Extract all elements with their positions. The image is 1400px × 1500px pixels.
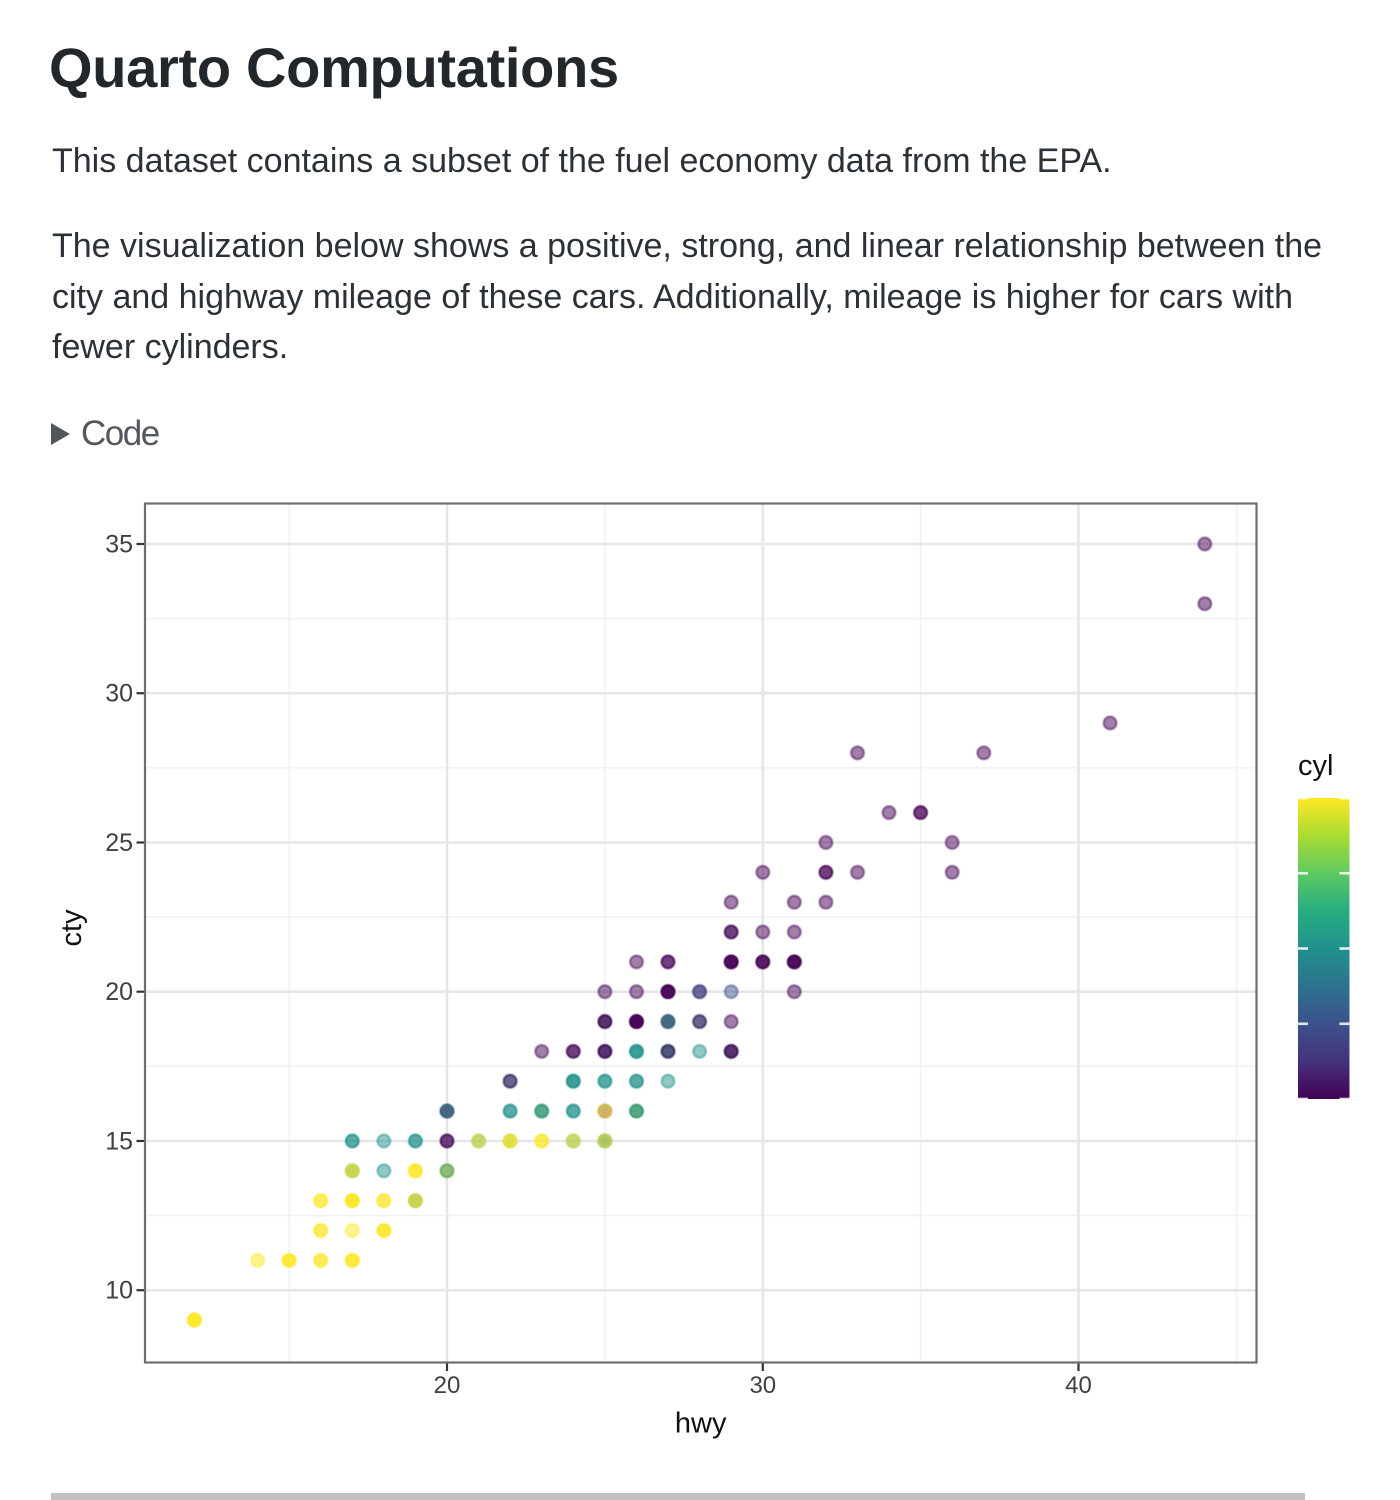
svg-text:hwy: hwy: [675, 1408, 727, 1440]
svg-text:30: 30: [749, 1372, 776, 1399]
svg-text:25: 25: [105, 829, 133, 857]
svg-text:20: 20: [105, 978, 133, 1006]
svg-text:10: 10: [105, 1277, 133, 1305]
svg-text:cty: cty: [56, 909, 88, 947]
svg-text:35: 35: [105, 531, 133, 559]
svg-text:20: 20: [434, 1372, 461, 1399]
svg-text:15: 15: [105, 1128, 133, 1156]
svg-text:30: 30: [105, 680, 133, 708]
svg-text:cyl: cyl: [1298, 750, 1333, 782]
svg-text:40: 40: [1065, 1372, 1092, 1399]
